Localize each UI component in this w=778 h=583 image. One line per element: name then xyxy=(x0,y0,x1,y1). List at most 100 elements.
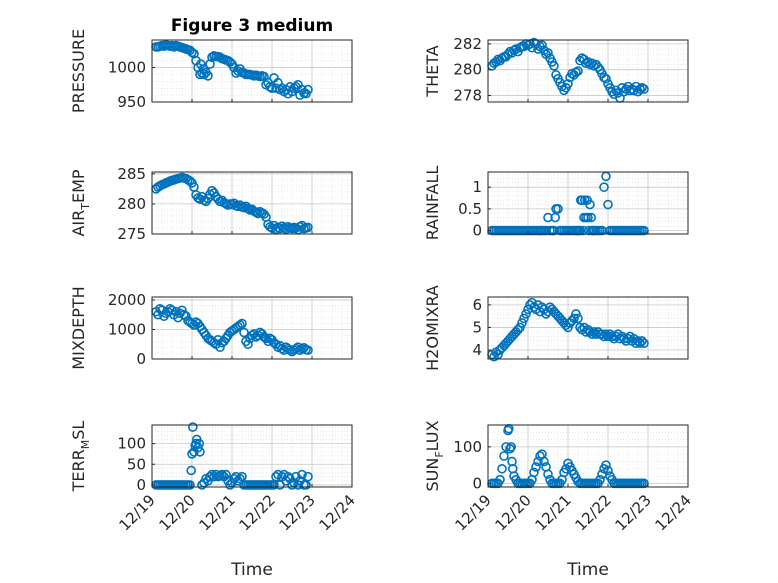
axes-frame xyxy=(151,424,353,488)
data-point xyxy=(637,82,647,93)
data-point xyxy=(515,322,525,333)
y-axis-label-part: SL xyxy=(69,421,88,440)
data-point xyxy=(521,309,531,319)
y-axis-label: RAINFALL xyxy=(423,166,442,241)
y-axis-label-subscript: T xyxy=(79,203,92,211)
data-point xyxy=(303,471,313,482)
x-tick-label: 12/20 xyxy=(492,491,535,534)
y-tick-label: 282 xyxy=(453,35,482,53)
axes-frame xyxy=(487,424,689,488)
data-point xyxy=(531,462,541,472)
y-axis-label-subscript: M xyxy=(79,440,92,450)
data-point xyxy=(539,456,549,467)
data-point xyxy=(509,45,519,56)
x-tick-label: 12/24 xyxy=(316,491,359,534)
y-tick-label: 1 xyxy=(472,178,482,196)
data-point xyxy=(577,195,587,205)
data-point xyxy=(243,339,253,350)
data-point xyxy=(513,324,523,335)
y-axis-label-part: TERR xyxy=(69,449,88,492)
data-point xyxy=(563,79,573,89)
data-point xyxy=(495,474,505,485)
data-point xyxy=(517,318,527,328)
y-tick-label: 1000 xyxy=(108,59,146,77)
data-point xyxy=(237,318,247,329)
axes-frame xyxy=(487,171,689,235)
data-point xyxy=(639,84,649,94)
x-tick-label: 12/21 xyxy=(196,491,239,534)
data-point xyxy=(188,422,198,432)
data-point xyxy=(601,73,611,84)
data-point xyxy=(235,320,245,330)
data-point xyxy=(567,68,577,79)
y-tick-label: 100 xyxy=(117,435,146,453)
data-point xyxy=(553,204,563,214)
y-axis-label: THETA xyxy=(423,45,442,97)
y-tick-label: 0 xyxy=(136,350,146,368)
x-axis-label: Time xyxy=(230,560,273,580)
axes-frame xyxy=(151,296,353,360)
y-tick-label: 4 xyxy=(472,341,482,359)
data-point xyxy=(537,40,547,50)
y-tick-label: 280 xyxy=(117,195,146,213)
data-point xyxy=(585,199,595,210)
data-point xyxy=(563,322,573,333)
subplot-rainfall: 0 0.5 1 RAINFALL xyxy=(423,166,689,241)
y-tick-label: 2000 xyxy=(108,291,146,309)
y-tick-label: 100 xyxy=(453,438,482,456)
y-tick-label: 278 xyxy=(453,87,482,105)
data-point xyxy=(595,474,605,485)
chart-title: Figure 3 medium xyxy=(171,16,333,36)
data-point xyxy=(633,336,643,346)
data-point xyxy=(639,338,649,349)
data-point xyxy=(607,86,617,97)
data-point xyxy=(196,59,206,69)
y-tick-label: 50 xyxy=(127,455,146,473)
data-point xyxy=(303,84,313,95)
x-tick-label: 12/22 xyxy=(236,491,279,534)
data-point xyxy=(187,47,197,58)
data-point xyxy=(543,469,553,480)
data-point xyxy=(217,469,227,480)
data-point xyxy=(303,345,313,355)
y-axis-label: TERRMSL xyxy=(69,421,92,493)
data-point xyxy=(287,480,297,490)
y-axis-label: SUNFLUX xyxy=(423,420,446,491)
data-point xyxy=(543,48,553,58)
axes-frame xyxy=(487,296,689,360)
subplot-sun-flux: 0 100 SUNFLUX 12/1912/2012/2112/2212/2312/2… xyxy=(423,420,695,580)
subplot-h2omixra: 4 5 6 H2OMIXRA xyxy=(423,285,689,371)
y-axis-label-part: LUX xyxy=(423,420,442,451)
data-point xyxy=(203,71,213,81)
y-tick-label: 0 xyxy=(472,474,482,492)
data-point xyxy=(637,336,647,346)
subplot-mixdepth: 0 1000 2000 MIXDEPTH xyxy=(69,286,353,370)
data-point xyxy=(573,313,583,324)
x-tick-label: 12/21 xyxy=(532,491,575,534)
y-tick-label: 5 xyxy=(472,318,482,336)
y-axis-label: H2OMIXRA xyxy=(423,285,442,371)
data-point xyxy=(186,465,196,476)
axes-frame xyxy=(151,171,353,235)
y-axis-label: PRESSURE xyxy=(69,29,88,113)
data-point xyxy=(155,304,165,314)
data-point xyxy=(603,199,613,210)
data-point xyxy=(239,327,249,338)
data-point xyxy=(569,313,579,324)
y-tick-label: 280 xyxy=(453,61,482,79)
data-point xyxy=(527,297,537,308)
data-point xyxy=(583,212,593,223)
data-point xyxy=(603,465,613,476)
y-axis-label-subscript: F xyxy=(433,451,446,457)
data-point xyxy=(195,447,205,457)
data-point xyxy=(635,338,645,349)
subplot-air-temp: 275 280 285 AIRTEMP xyxy=(69,165,353,243)
data-point xyxy=(549,61,559,71)
data-point xyxy=(601,329,611,340)
axes-frame xyxy=(151,39,353,103)
y-tick-label: 0.5 xyxy=(458,200,482,218)
x-tick-label: 12/24 xyxy=(652,491,695,534)
data-point xyxy=(586,212,597,223)
data-point xyxy=(265,82,275,92)
y-tick-label: 0 xyxy=(472,222,482,240)
